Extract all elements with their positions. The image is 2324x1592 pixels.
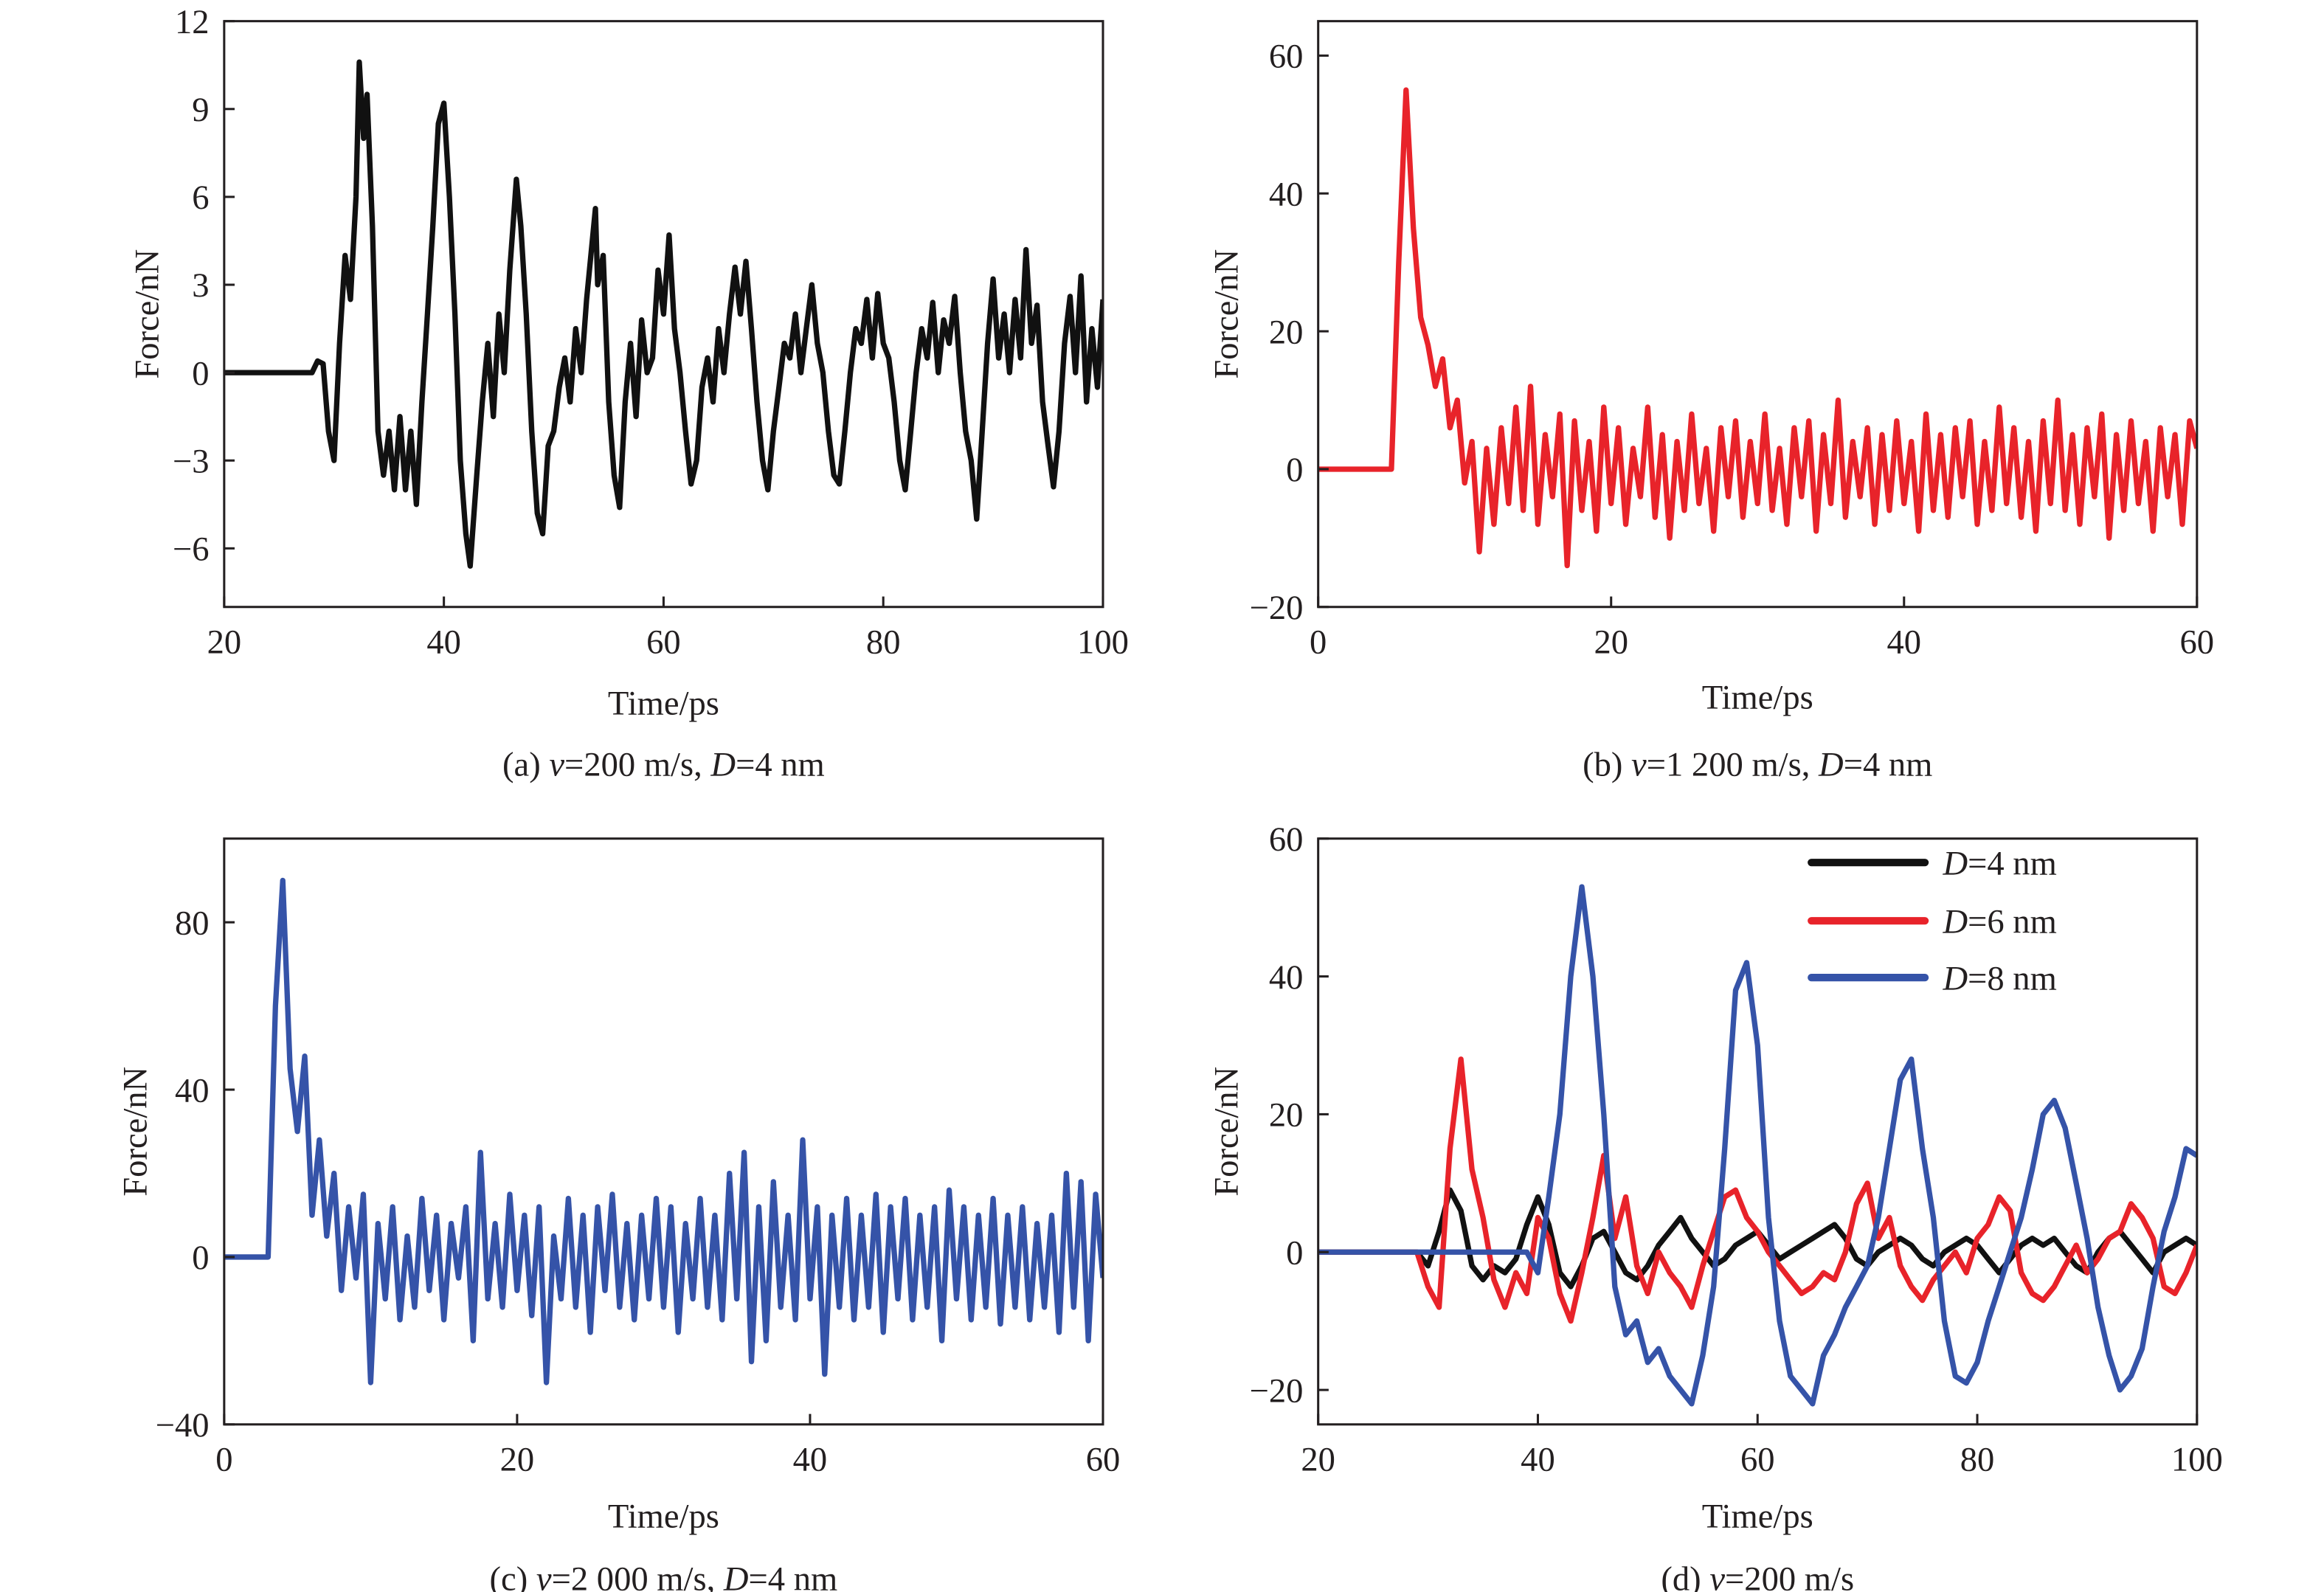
- x-axis-label: Time/ps: [1702, 1498, 1813, 1536]
- y-tick-label: 40: [175, 1071, 210, 1110]
- x-axis-label: Time/ps: [1702, 678, 1813, 716]
- y-tick-label: 0: [192, 354, 209, 392]
- x-tick-label: 20: [1301, 1441, 1335, 1479]
- x-tick-label: 40: [793, 1441, 828, 1479]
- panel-d: 20 40 60 80 100 −20 0 20 40 60 Time/ps Force/nN (…: [1207, 820, 2222, 1592]
- x-tick-label: 40: [426, 623, 461, 662]
- x-tick-label: 20: [207, 623, 242, 662]
- x-tick-label: 20: [500, 1441, 535, 1479]
- y-tick-label: 80: [175, 904, 210, 942]
- x-tick-label: 100: [1077, 623, 1129, 662]
- series-group: [224, 877, 1103, 1385]
- x-tick-label: 80: [866, 623, 901, 662]
- y-tick-label: 60: [1269, 820, 1304, 859]
- x-tick-label: 60: [646, 623, 681, 662]
- x-axis-label: Time/ps: [608, 1498, 719, 1536]
- y-tick-label: 0: [192, 1239, 209, 1277]
- y-tick-label: −20: [1250, 589, 1304, 627]
- y-tick-label: 0: [1286, 451, 1303, 489]
- y-tick-label: 6: [192, 179, 209, 217]
- x-tick-label: 60: [1086, 1441, 1121, 1479]
- legend-label-d8: D=8 nm: [1942, 959, 2056, 997]
- plot-area-d: 20 40 60 80 100 −20 0 20 40 60: [1250, 820, 2223, 1479]
- y-tick-label: 9: [192, 91, 209, 129]
- plot-frame: [223, 837, 1104, 1426]
- y-axis-label: Force/nN: [1207, 249, 1245, 379]
- caption-b: (b) v=1 200 m/s, D=4 nm: [1583, 746, 1932, 784]
- y-tick-label: 0: [1286, 1233, 1303, 1272]
- y-axis-label: Force/nN: [128, 249, 167, 379]
- y-axis-label: Force/nN: [117, 1067, 155, 1197]
- y-tick-label: −20: [1250, 1371, 1304, 1410]
- y-axis-label: Force/nN: [1207, 1067, 1245, 1197]
- legend-label-d4: D=4 nm: [1942, 844, 2056, 882]
- x-tick-label: 0: [215, 1441, 232, 1479]
- x-tick-label: 20: [1594, 623, 1628, 662]
- series-group: [1318, 87, 2197, 569]
- x-axis-label: Time/ps: [608, 685, 719, 723]
- panel-a: 20 40 60 80 100 −6 −3 0 3 6 9 12 Time/ps Force/nN (…: [128, 3, 1129, 784]
- y-tick-label: 40: [1269, 175, 1304, 213]
- caption-a: (a) v=200 m/s, D=4 nm: [502, 746, 825, 784]
- y-tick-label: 40: [1269, 958, 1304, 997]
- series-line-a-0: [224, 59, 1103, 569]
- x-tick-label: 100: [2171, 1441, 2223, 1479]
- x-tick-label: 60: [2180, 623, 2215, 662]
- caption-d: (d) v=200 m/s: [1661, 1560, 1854, 1592]
- y-tick-label: 3: [192, 266, 209, 305]
- y-tick-label: 20: [1269, 313, 1304, 351]
- legend-label-d6: D=6 nm: [1942, 902, 2056, 941]
- series-line-c-0: [224, 877, 1103, 1385]
- y-tick-label: 20: [1269, 1096, 1304, 1135]
- x-tick-label: 40: [1521, 1441, 1555, 1479]
- y-tick-label: 12: [175, 3, 210, 41]
- y-tick-label: −3: [173, 442, 210, 480]
- x-tick-label: 60: [1740, 1441, 1775, 1479]
- y-tick-label: −40: [156, 1406, 210, 1444]
- plot-area-a: 20 40 60 80 100 −6 −3 0 3 6 9 12: [173, 3, 1129, 662]
- series-group: [224, 59, 1103, 569]
- plot-frame: [1317, 20, 2199, 609]
- y-tick-label: 60: [1269, 38, 1304, 76]
- x-tick-label: 40: [1886, 623, 1921, 662]
- caption-c: (c) v=2 000 m/s, D=4 nm: [490, 1560, 838, 1592]
- y-tick-label: −6: [173, 530, 210, 569]
- x-tick-label: 0: [1310, 623, 1327, 662]
- series-line-d-0: [1318, 1187, 2197, 1290]
- series-group: [1318, 884, 2197, 1407]
- series-line-d-1: [1318, 1056, 2197, 1324]
- x-tick-label: 80: [1960, 1441, 1995, 1479]
- legend: D=4 nm D=6 nm D=8 nm: [1808, 844, 2057, 997]
- series-line-b-0: [1318, 87, 2197, 569]
- series-line-d-2: [1318, 884, 2197, 1407]
